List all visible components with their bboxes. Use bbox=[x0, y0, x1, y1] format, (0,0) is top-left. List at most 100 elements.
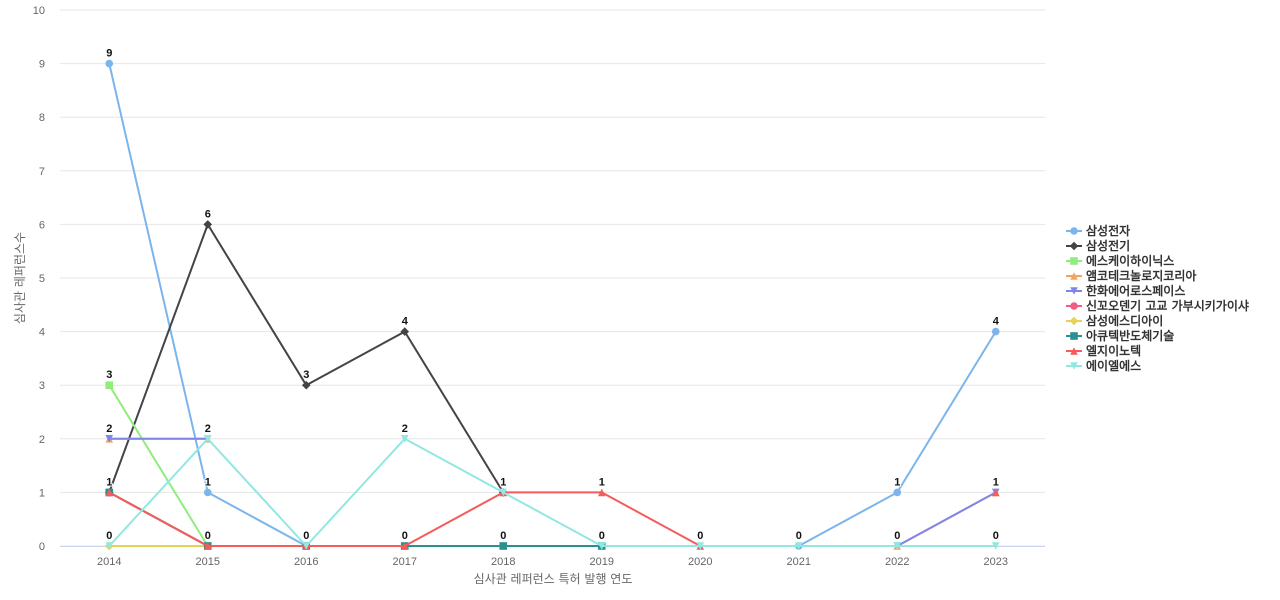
series-line bbox=[108, 491, 603, 547]
data-point[interactable] bbox=[400, 542, 409, 550]
data-label: 0 bbox=[993, 530, 999, 542]
data-point[interactable] bbox=[105, 435, 114, 443]
data-point[interactable] bbox=[203, 542, 212, 550]
series-line bbox=[108, 437, 997, 547]
legend-item[interactable]: 에이엘에스 bbox=[1066, 358, 1141, 373]
data-label: 3 bbox=[106, 369, 112, 381]
data-label: 0 bbox=[106, 530, 112, 542]
legend-marker-icon[interactable] bbox=[1070, 362, 1078, 370]
data-point[interactable] bbox=[597, 488, 606, 497]
legend-label: 삼성전기 bbox=[1086, 238, 1130, 253]
data-point[interactable] bbox=[499, 488, 508, 497]
data-label: 0 bbox=[894, 530, 900, 542]
data-label: 1 bbox=[500, 476, 506, 488]
legend-marker-icon[interactable] bbox=[1070, 227, 1078, 235]
legend-marker-icon[interactable] bbox=[1069, 241, 1079, 251]
data-point[interactable] bbox=[597, 542, 606, 550]
x-tick-label: 2014 bbox=[97, 556, 121, 568]
data-label: 0 bbox=[500, 530, 506, 542]
y-axis-title: 심사관 레퍼런스수 bbox=[13, 232, 27, 324]
legend-marker-icon[interactable] bbox=[1070, 302, 1078, 310]
legend-item[interactable]: 아큐텍반도체기술 bbox=[1066, 328, 1174, 343]
legend-label: 아큐텍반도체기술 bbox=[1086, 328, 1174, 343]
legend-item[interactable]: 엘지이노텍 bbox=[1066, 343, 1141, 358]
x-axis-title: 심사관 레퍼런스 특허 발행 연도 bbox=[474, 571, 633, 586]
legend-item[interactable]: 에스케이하이닉스 bbox=[1066, 253, 1174, 268]
y-tick-label: 2 bbox=[39, 434, 45, 446]
legend-item[interactable]: 삼성전기 bbox=[1066, 238, 1130, 253]
data-point[interactable] bbox=[400, 435, 409, 443]
data-point[interactable] bbox=[400, 327, 410, 336]
data-point[interactable] bbox=[696, 542, 705, 550]
data-label: 2 bbox=[205, 423, 211, 435]
data-point[interactable] bbox=[301, 380, 311, 390]
x-tick-label: 2020 bbox=[688, 556, 712, 568]
legend-item[interactable]: 한화에어로스페이스 bbox=[1066, 283, 1185, 298]
data-label: 6 bbox=[205, 208, 211, 220]
data-point[interactable] bbox=[203, 220, 213, 229]
data-label: 1 bbox=[993, 476, 999, 488]
y-tick-label: 6 bbox=[39, 219, 45, 231]
y-tick-label: 1 bbox=[39, 487, 45, 499]
data-point[interactable] bbox=[794, 542, 803, 550]
data-label: 0 bbox=[303, 530, 309, 542]
x-tick-label: 2021 bbox=[787, 556, 811, 568]
y-tick-label: 8 bbox=[39, 112, 45, 124]
data-label: 0 bbox=[599, 530, 605, 542]
data-point[interactable] bbox=[203, 435, 212, 443]
data-point[interactable] bbox=[203, 488, 212, 497]
legend-label: 삼성전자 bbox=[1086, 223, 1130, 238]
legend-marker-icon[interactable] bbox=[1070, 272, 1078, 280]
data-label: 4 bbox=[402, 316, 409, 328]
gridlines bbox=[60, 9, 1045, 547]
x-tick-label: 2016 bbox=[294, 556, 318, 568]
x-tick-label: 2017 bbox=[393, 556, 417, 568]
series-line bbox=[896, 491, 997, 547]
legend-marker-icon[interactable] bbox=[1070, 257, 1078, 265]
series-8 bbox=[105, 488, 606, 550]
legend-label: 엘지이노텍 bbox=[1086, 343, 1141, 358]
series-3 bbox=[105, 381, 212, 550]
series-line bbox=[108, 384, 209, 547]
x-tick-label: 2015 bbox=[196, 556, 220, 568]
data-label: 2 bbox=[402, 423, 408, 435]
legend-label: 에이엘에스 bbox=[1086, 358, 1141, 373]
data-point[interactable] bbox=[105, 381, 114, 389]
data-point[interactable] bbox=[105, 542, 114, 550]
y-tick-label: 9 bbox=[39, 59, 45, 71]
x-tick-label: 2023 bbox=[984, 556, 1008, 568]
data-point[interactable] bbox=[991, 327, 1000, 336]
data-label: 0 bbox=[402, 530, 408, 542]
data-point[interactable] bbox=[893, 488, 902, 497]
legend-marker-icon[interactable] bbox=[1070, 332, 1078, 340]
legend[interactable]: 삼성전자삼성전기에스케이하이닉스앰코테크놀로지코리아한화에어로스페이스신꼬오덴기… bbox=[1066, 223, 1249, 373]
legend-marker-icon[interactable] bbox=[1070, 287, 1078, 295]
data-point[interactable] bbox=[105, 488, 114, 497]
legend-marker-icon[interactable] bbox=[1070, 347, 1078, 355]
data-label: 2 bbox=[106, 423, 112, 435]
data-point[interactable] bbox=[105, 59, 114, 68]
legend-item[interactable]: 신꼬오덴기 고교 가부시키가이샤 bbox=[1066, 298, 1249, 313]
y-tick-label: 10 bbox=[33, 5, 45, 17]
data-point[interactable] bbox=[302, 542, 311, 550]
data-label: 0 bbox=[205, 530, 211, 542]
data-point[interactable] bbox=[991, 542, 1000, 550]
legend-label: 삼성에스디아이 bbox=[1086, 313, 1163, 328]
series-7 bbox=[104, 541, 213, 551]
legend-marker-icon[interactable] bbox=[1069, 316, 1079, 326]
data-point[interactable] bbox=[991, 488, 1000, 497]
y-axis-ticks: 0 1 2 3 4 5 6 7 8 9 10 bbox=[33, 5, 45, 553]
series-layer bbox=[104, 59, 1000, 551]
data-point[interactable] bbox=[893, 542, 902, 550]
legend-item[interactable]: 삼성전자 bbox=[1066, 223, 1130, 238]
data-point[interactable] bbox=[499, 542, 508, 550]
legend-item[interactable]: 앰코테크놀로지코리아 bbox=[1066, 268, 1196, 283]
legend-label: 앰코테크놀로지코리아 bbox=[1086, 268, 1196, 283]
x-tick-label: 2018 bbox=[491, 556, 515, 568]
data-label: 1 bbox=[205, 476, 211, 488]
legend-item[interactable]: 삼성에스디아이 bbox=[1066, 313, 1163, 328]
data-label: 0 bbox=[796, 530, 802, 542]
x-axis-ticks: 2014 2015 2016 2017 2018 2019 2020 2021 2022 2023 bbox=[97, 556, 1008, 568]
legend-label: 한화에어로스페이스 bbox=[1086, 283, 1185, 298]
